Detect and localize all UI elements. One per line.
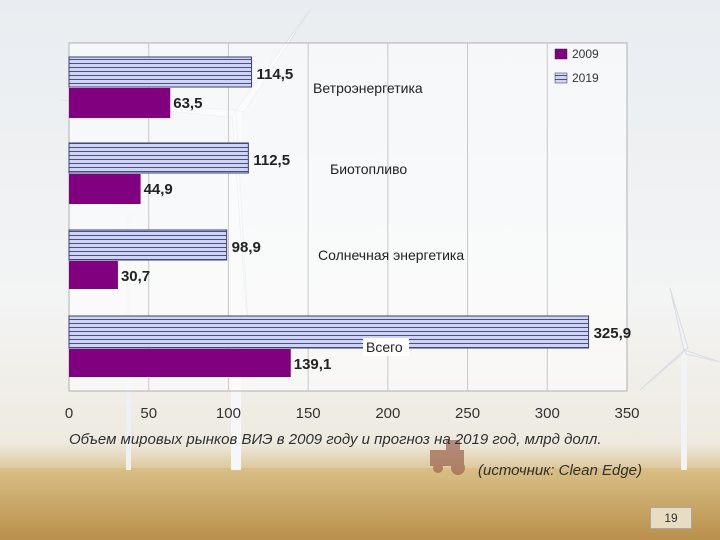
bar-2019 — [68, 142, 249, 174]
category-label: Ветроэнергетика — [313, 80, 423, 96]
plot-area: 0 50 100 150 200 250 300 350 114,5 63,5 Ветроэнерг… — [65, 42, 640, 422]
legend-label-2009: 2009 — [572, 47, 599, 61]
legend: 2009 2019 — [554, 47, 599, 85]
bar-2009 — [69, 88, 171, 118]
source-note: (источник: Clean Edge) — [478, 462, 642, 479]
bar-2009 — [69, 174, 141, 204]
page-number: 19 — [650, 507, 692, 529]
bar-2019 — [68, 315, 590, 349]
x-tick-label: 250 — [455, 405, 480, 422]
data-label-2019: 114,5 — [257, 66, 294, 83]
bar-2019 — [68, 229, 228, 261]
x-tick-label: 0 — [65, 405, 73, 422]
category-label-box — [363, 338, 409, 356]
x-tick-label: 200 — [375, 405, 400, 422]
chart-caption: Объем мировых рынков ВИЭ в 2009 году и п… — [69, 431, 602, 448]
category-label: Всего — [366, 339, 403, 355]
bar-2009 — [69, 349, 291, 377]
wind-turbine-icon — [639, 287, 720, 470]
data-label-2009: 44,9 — [144, 181, 173, 198]
x-tick-label: 350 — [614, 405, 639, 422]
bar-2019 — [68, 56, 253, 88]
x-tick-label: 100 — [216, 405, 241, 422]
x-tick-label: 50 — [140, 405, 157, 422]
data-label-2009: 30,7 — [121, 268, 150, 285]
category-label: Солнечная энергетика — [318, 247, 464, 263]
data-label-2019: 325,9 — [594, 325, 632, 342]
data-label-2009: 63,5 — [173, 95, 202, 112]
tractor-icon — [430, 440, 465, 475]
bar-2009 — [69, 261, 118, 289]
legend-label-2019: 2019 — [572, 71, 599, 85]
x-tick-label: 150 — [296, 405, 321, 422]
x-tick-label: 300 — [535, 405, 560, 422]
data-label-2019: 98,9 — [232, 239, 261, 256]
legend-swatch-2019 — [554, 72, 568, 84]
data-label-2009: 139,1 — [294, 356, 332, 373]
legend-swatch-2009 — [554, 48, 568, 60]
category-label: Биотопливо — [330, 161, 407, 177]
data-label-2019: 112,5 — [253, 152, 290, 169]
